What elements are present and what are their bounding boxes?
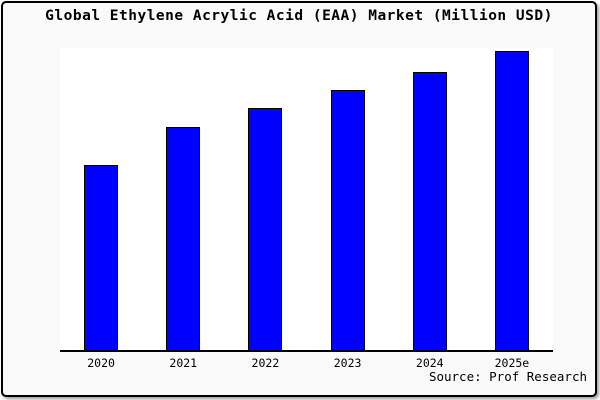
source-note: Source: Prof Research: [428, 369, 587, 384]
bar-2025e: [494, 51, 529, 350]
x-tick-label-2023: 2023: [333, 356, 362, 370]
x-tick-label-2025e: 2025e: [494, 356, 530, 370]
bar-2023: [330, 89, 365, 350]
bar-2021: [166, 127, 201, 350]
bar-2020: [84, 164, 119, 350]
bar-2024: [412, 71, 447, 350]
x-tick-label-2021: 2021: [169, 356, 198, 370]
x-tick-label-2022: 2022: [251, 356, 280, 370]
x-tick-label-2024: 2024: [415, 356, 444, 370]
plot-area: [60, 48, 553, 352]
bar-2022: [248, 107, 283, 350]
chart-title: Global Ethylene Acrylic Acid (EAA) Marke…: [45, 8, 553, 24]
x-tick-label-2020: 2020: [87, 356, 115, 370]
